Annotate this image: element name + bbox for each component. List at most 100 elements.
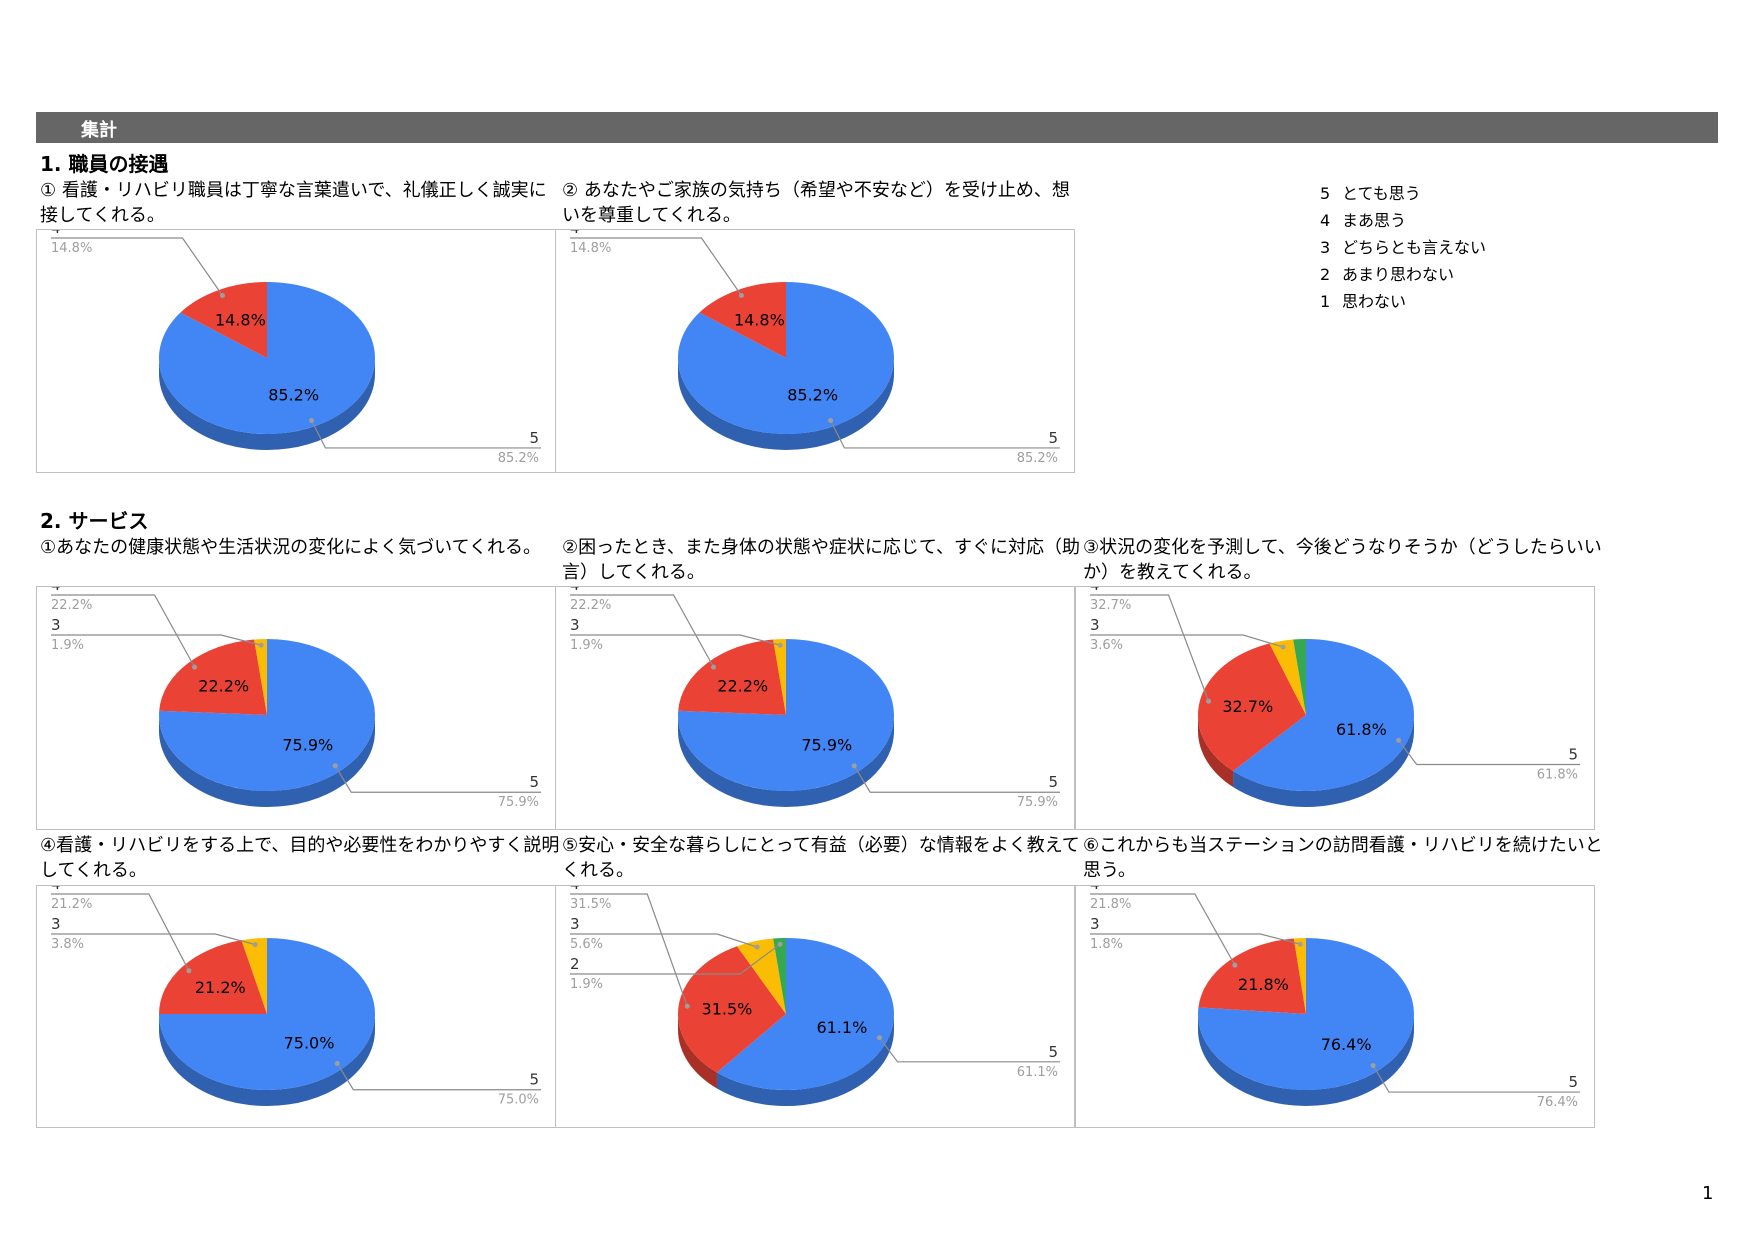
- pie-slice-side: [159, 1014, 375, 1106]
- leader-dot: [876, 1035, 882, 1041]
- slice-category-label: 5: [1048, 773, 1058, 791]
- leader-dot: [186, 968, 192, 974]
- slice-percent-outside: 14.8%: [51, 241, 92, 256]
- pie-slice: [1198, 643, 1306, 772]
- slice-percent-outside: 3.6%: [1090, 638, 1123, 653]
- slice-category-label: 3: [570, 915, 580, 933]
- legend-label: とても思う: [1342, 184, 1421, 203]
- summary-header-bar: 集計: [36, 112, 1718, 143]
- question-title: ④看護・リハビリをする上で、目的や必要性をわかりやすく説明してくれる。: [40, 835, 560, 881]
- pie-slice: [737, 938, 786, 1014]
- pie-slice: [699, 282, 786, 358]
- leader-line: [830, 420, 1060, 449]
- pie-slice: [1269, 639, 1306, 715]
- leader-dot: [1396, 737, 1402, 743]
- pie-slice-side: [1233, 715, 1414, 807]
- leader-line: [1090, 893, 1236, 966]
- legend-label: どちらとも言えない: [1342, 238, 1487, 257]
- pie-chart-panel: 85.2% 14.8% 5 85.2% 4 14.8%: [555, 229, 1075, 473]
- section-title-service: 2. サービス: [40, 509, 149, 533]
- slice-percent-outside: 61.1%: [1017, 1065, 1058, 1080]
- pie-chart-svg: 85.2% 14.8% 5 85.2% 4 14.8%: [570, 230, 1060, 466]
- leader-line: [51, 893, 190, 972]
- pie-slice: [1233, 639, 1414, 791]
- leader-line: [51, 237, 223, 296]
- pie-slice-side: [1198, 1014, 1414, 1106]
- pie-slice: [180, 282, 267, 358]
- slice-category-label: 5: [529, 1071, 539, 1089]
- pie-chart-panel: 75.9% 22.2% 5 75.9% 4 22.2% 3 1.9%: [555, 586, 1075, 830]
- pie-slice: [159, 639, 267, 715]
- slice-category-label: 3: [1090, 915, 1100, 933]
- slice-percent-outside: 3.8%: [51, 937, 84, 952]
- slice-percent-label: 22.2%: [717, 676, 768, 695]
- slice-category-label: 5: [1048, 429, 1058, 447]
- section-title-staff: 1. 職員の接遇: [40, 152, 169, 176]
- slice-percent-label: 75.9%: [282, 735, 333, 754]
- pie-chart-panel: 61.1% 31.5% 5 61.1% 4 31.5% 3 5.6% 2 1.9%: [555, 885, 1075, 1128]
- legend-item: 5 とても思う: [1320, 180, 1486, 207]
- legend-item: 1 思わない: [1320, 288, 1486, 315]
- slice-percent-outside: 14.8%: [570, 241, 611, 256]
- slice-category-label: 3: [1090, 616, 1100, 634]
- pie-slice: [1293, 938, 1306, 1014]
- leader-dot: [777, 642, 783, 648]
- pie-slice-side: [159, 715, 375, 807]
- leader-dot: [1297, 941, 1303, 947]
- leader-dot: [1206, 698, 1212, 704]
- leader-line: [51, 594, 196, 668]
- slice-percent-outside: 75.9%: [1017, 795, 1058, 810]
- pie-chart-svg: 61.8% 32.7% 5 61.8% 4 32.7% 3 3.6%: [1090, 587, 1580, 807]
- legend-label: 思わない: [1342, 292, 1407, 311]
- leader-line: [853, 765, 1060, 793]
- leader-line: [336, 1063, 541, 1091]
- slice-percent-label: 22.2%: [198, 676, 249, 695]
- slice-percent-label: 21.2%: [195, 978, 246, 997]
- pie-slice: [773, 639, 786, 715]
- slice-category-label: 4: [570, 587, 580, 594]
- pie-chart-svg: 85.2% 14.8% 5 85.2% 4 14.8%: [51, 230, 541, 466]
- leader-line: [570, 594, 715, 668]
- pie-slice-side: [678, 358, 894, 450]
- pie-chart-panel: 75.0% 21.2% 5 75.0% 4 21.2% 3 3.8%: [36, 885, 556, 1128]
- legend: 5 とても思う 4 まあ思う 3 どちらとも言えない 2 あまり思わない 1 思わない: [1320, 180, 1486, 315]
- slice-category-label: 5: [1568, 1073, 1578, 1091]
- leader-line: [570, 893, 688, 1007]
- leader-dot: [219, 293, 225, 299]
- leader-dot: [1280, 644, 1286, 650]
- pie-chart-svg: 75.9% 22.2% 5 75.9% 4 22.2% 3 1.9%: [51, 587, 541, 810]
- pie-slice: [1198, 938, 1306, 1014]
- summary-header-title: 集計: [81, 120, 117, 141]
- slice-percent-outside: 76.4%: [1537, 1095, 1578, 1110]
- leader-dot: [754, 944, 760, 950]
- pie-chart-panel: 76.4% 21.8% 5 76.4% 4 21.8% 3 1.8%: [1075, 885, 1595, 1128]
- pie-slice: [159, 940, 267, 1014]
- pie-slice-side: [1198, 715, 1234, 788]
- slice-percent-outside: 21.8%: [1090, 897, 1131, 912]
- slice-category-label: 4: [51, 587, 61, 594]
- leader-dot: [309, 417, 315, 423]
- leader-line: [878, 1037, 1060, 1063]
- slice-percent-label: 61.8%: [1336, 720, 1387, 739]
- leader-dot: [252, 942, 258, 948]
- slice-percent-outside: 1.9%: [570, 638, 603, 653]
- leader-dot: [828, 417, 834, 423]
- slice-category-label: 5: [1048, 1043, 1058, 1061]
- leader-line: [1372, 1065, 1580, 1093]
- pie-chart-svg: 75.0% 21.2% 5 75.0% 4 21.2% 3 3.8%: [51, 886, 541, 1108]
- slice-percent-label: 75.9%: [801, 735, 852, 754]
- legend-number: 3: [1320, 238, 1331, 257]
- slice-percent-outside: 85.2%: [1017, 451, 1058, 466]
- slice-percent-outside: 21.2%: [51, 897, 92, 912]
- leader-dot: [1370, 1063, 1376, 1069]
- slice-percent-outside: 22.2%: [570, 598, 611, 613]
- slice-percent-label: 21.8%: [1238, 975, 1289, 994]
- slice-category-label: 3: [51, 616, 61, 634]
- pie-slice-side: [678, 1014, 717, 1089]
- slice-category-label: 2: [570, 955, 580, 973]
- slice-category-label: 3: [570, 616, 580, 634]
- leader-dot: [192, 664, 198, 670]
- leader-line: [334, 765, 541, 793]
- question-title: ③状況の変化を予測して、今後どうなりそうか（どうしたらいいか）を教えてくれる。: [1083, 537, 1602, 583]
- slice-percent-outside: 1.9%: [51, 638, 84, 653]
